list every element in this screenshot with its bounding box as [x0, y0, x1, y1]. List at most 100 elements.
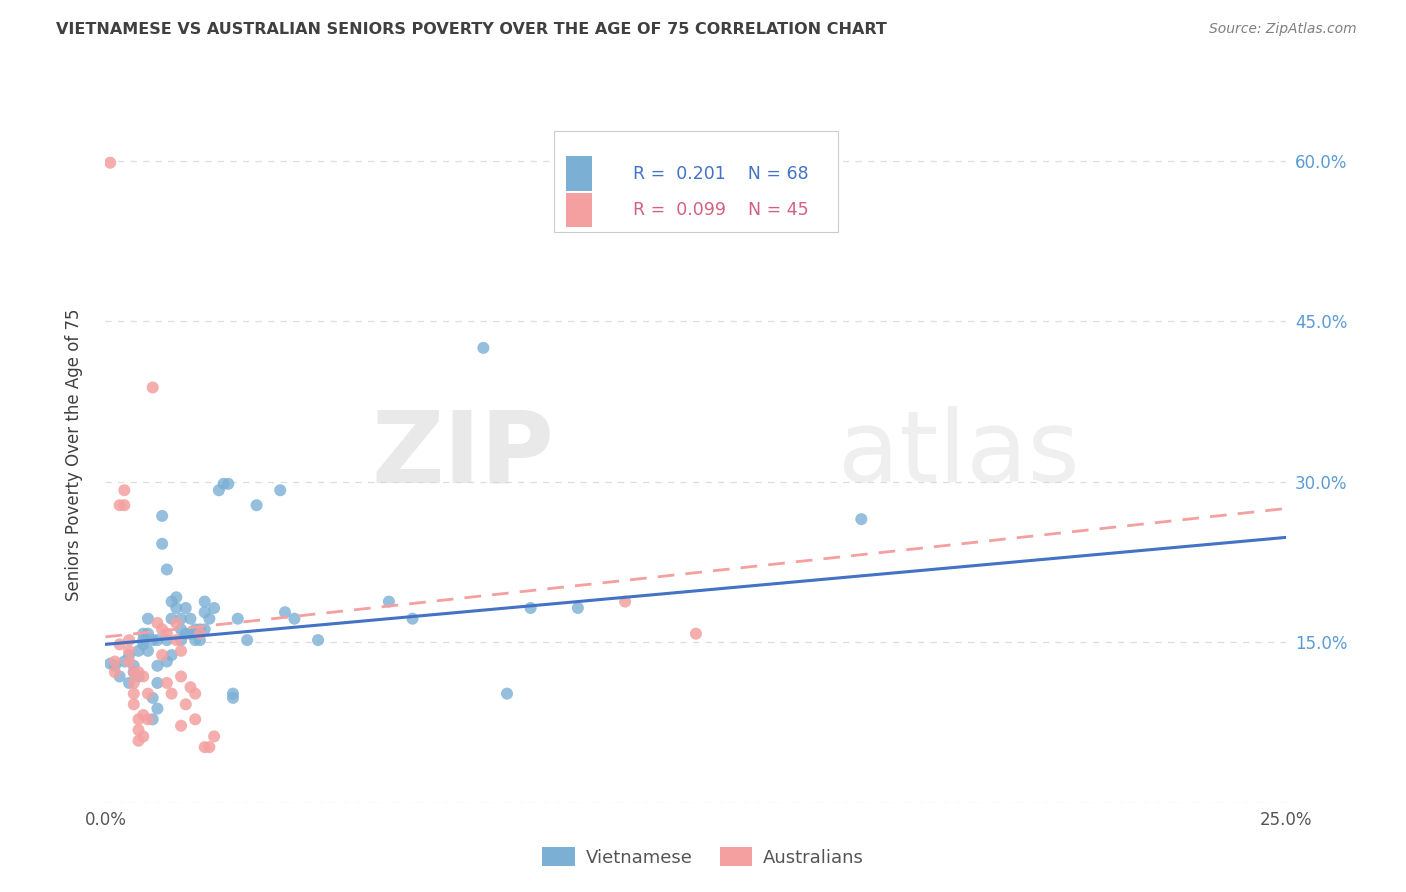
Text: atlas: atlas [838, 407, 1080, 503]
Text: R =  0.201    N = 68: R = 0.201 N = 68 [633, 165, 808, 183]
Point [222, 690, 245, 705]
Point [179, 612, 201, 626]
Point [283, 612, 305, 626]
Point [108, 669, 131, 683]
Point [128, 723, 150, 737]
Point [212, 476, 235, 491]
Point [132, 637, 155, 651]
Point [146, 676, 169, 690]
Point [188, 623, 211, 637]
Point [112, 498, 135, 512]
Point [142, 712, 165, 726]
Point [118, 655, 141, 669]
Point [851, 512, 873, 526]
Point [128, 733, 150, 747]
Point [122, 676, 145, 690]
Point [122, 658, 145, 673]
Point [112, 483, 135, 498]
Point [165, 615, 187, 630]
Point [401, 612, 423, 626]
Point [150, 508, 173, 523]
Point [202, 601, 225, 615]
Point [156, 655, 179, 669]
Point [150, 537, 173, 551]
Point [160, 687, 183, 701]
FancyBboxPatch shape [567, 193, 592, 227]
Point [122, 698, 145, 712]
Text: R =  0.099    N = 45: R = 0.099 N = 45 [633, 201, 808, 219]
Point [179, 626, 201, 640]
Point [226, 612, 249, 626]
Point [122, 665, 145, 680]
Point [496, 687, 519, 701]
Point [108, 637, 131, 651]
Point [160, 594, 183, 608]
Point [198, 612, 221, 626]
Point [128, 644, 150, 658]
Point [194, 605, 217, 619]
Point [165, 601, 187, 615]
Point [217, 476, 239, 491]
Point [170, 612, 193, 626]
Point [170, 623, 193, 637]
Point [98, 155, 121, 169]
Point [128, 712, 150, 726]
Point [122, 687, 145, 701]
Point [132, 669, 155, 683]
Point [174, 698, 197, 712]
Point [118, 644, 141, 658]
Point [269, 483, 291, 498]
Point [146, 701, 169, 715]
Point [184, 623, 207, 637]
Point [112, 655, 135, 669]
Point [132, 626, 155, 640]
Text: Source: ZipAtlas.com: Source: ZipAtlas.com [1209, 22, 1357, 37]
Point [567, 601, 589, 615]
Point [160, 648, 183, 662]
Point [142, 380, 165, 394]
FancyBboxPatch shape [567, 156, 592, 191]
Point [108, 498, 131, 512]
Point [118, 633, 141, 648]
Text: ZIP: ZIP [371, 407, 554, 503]
Point [104, 658, 127, 673]
Point [156, 633, 179, 648]
Point [150, 623, 173, 637]
Point [184, 687, 207, 701]
Legend: Vietnamese, Australians: Vietnamese, Australians [536, 840, 870, 874]
Y-axis label: Seniors Poverty Over the Age of 75: Seniors Poverty Over the Age of 75 [65, 309, 83, 601]
Point [118, 676, 141, 690]
Point [378, 594, 401, 608]
Point [136, 644, 159, 658]
Point [136, 712, 159, 726]
Point [188, 633, 211, 648]
Point [174, 601, 197, 615]
Point [519, 601, 541, 615]
Point [104, 665, 127, 680]
Point [274, 605, 297, 619]
Point [118, 648, 141, 662]
Point [136, 687, 159, 701]
Point [146, 633, 169, 648]
Point [188, 626, 211, 640]
Point [156, 562, 179, 576]
Point [236, 633, 259, 648]
Point [136, 612, 159, 626]
Point [194, 740, 217, 755]
Point [132, 633, 155, 648]
Point [208, 483, 231, 498]
Point [160, 612, 183, 626]
Point [170, 669, 193, 683]
Point [142, 690, 165, 705]
Point [165, 591, 187, 605]
Point [194, 623, 217, 637]
Point [184, 633, 207, 648]
Point [136, 626, 159, 640]
Point [132, 708, 155, 723]
Point [142, 633, 165, 648]
Point [472, 341, 495, 355]
Point [614, 594, 637, 608]
Point [202, 730, 225, 744]
Point [98, 657, 121, 671]
Point [146, 658, 169, 673]
